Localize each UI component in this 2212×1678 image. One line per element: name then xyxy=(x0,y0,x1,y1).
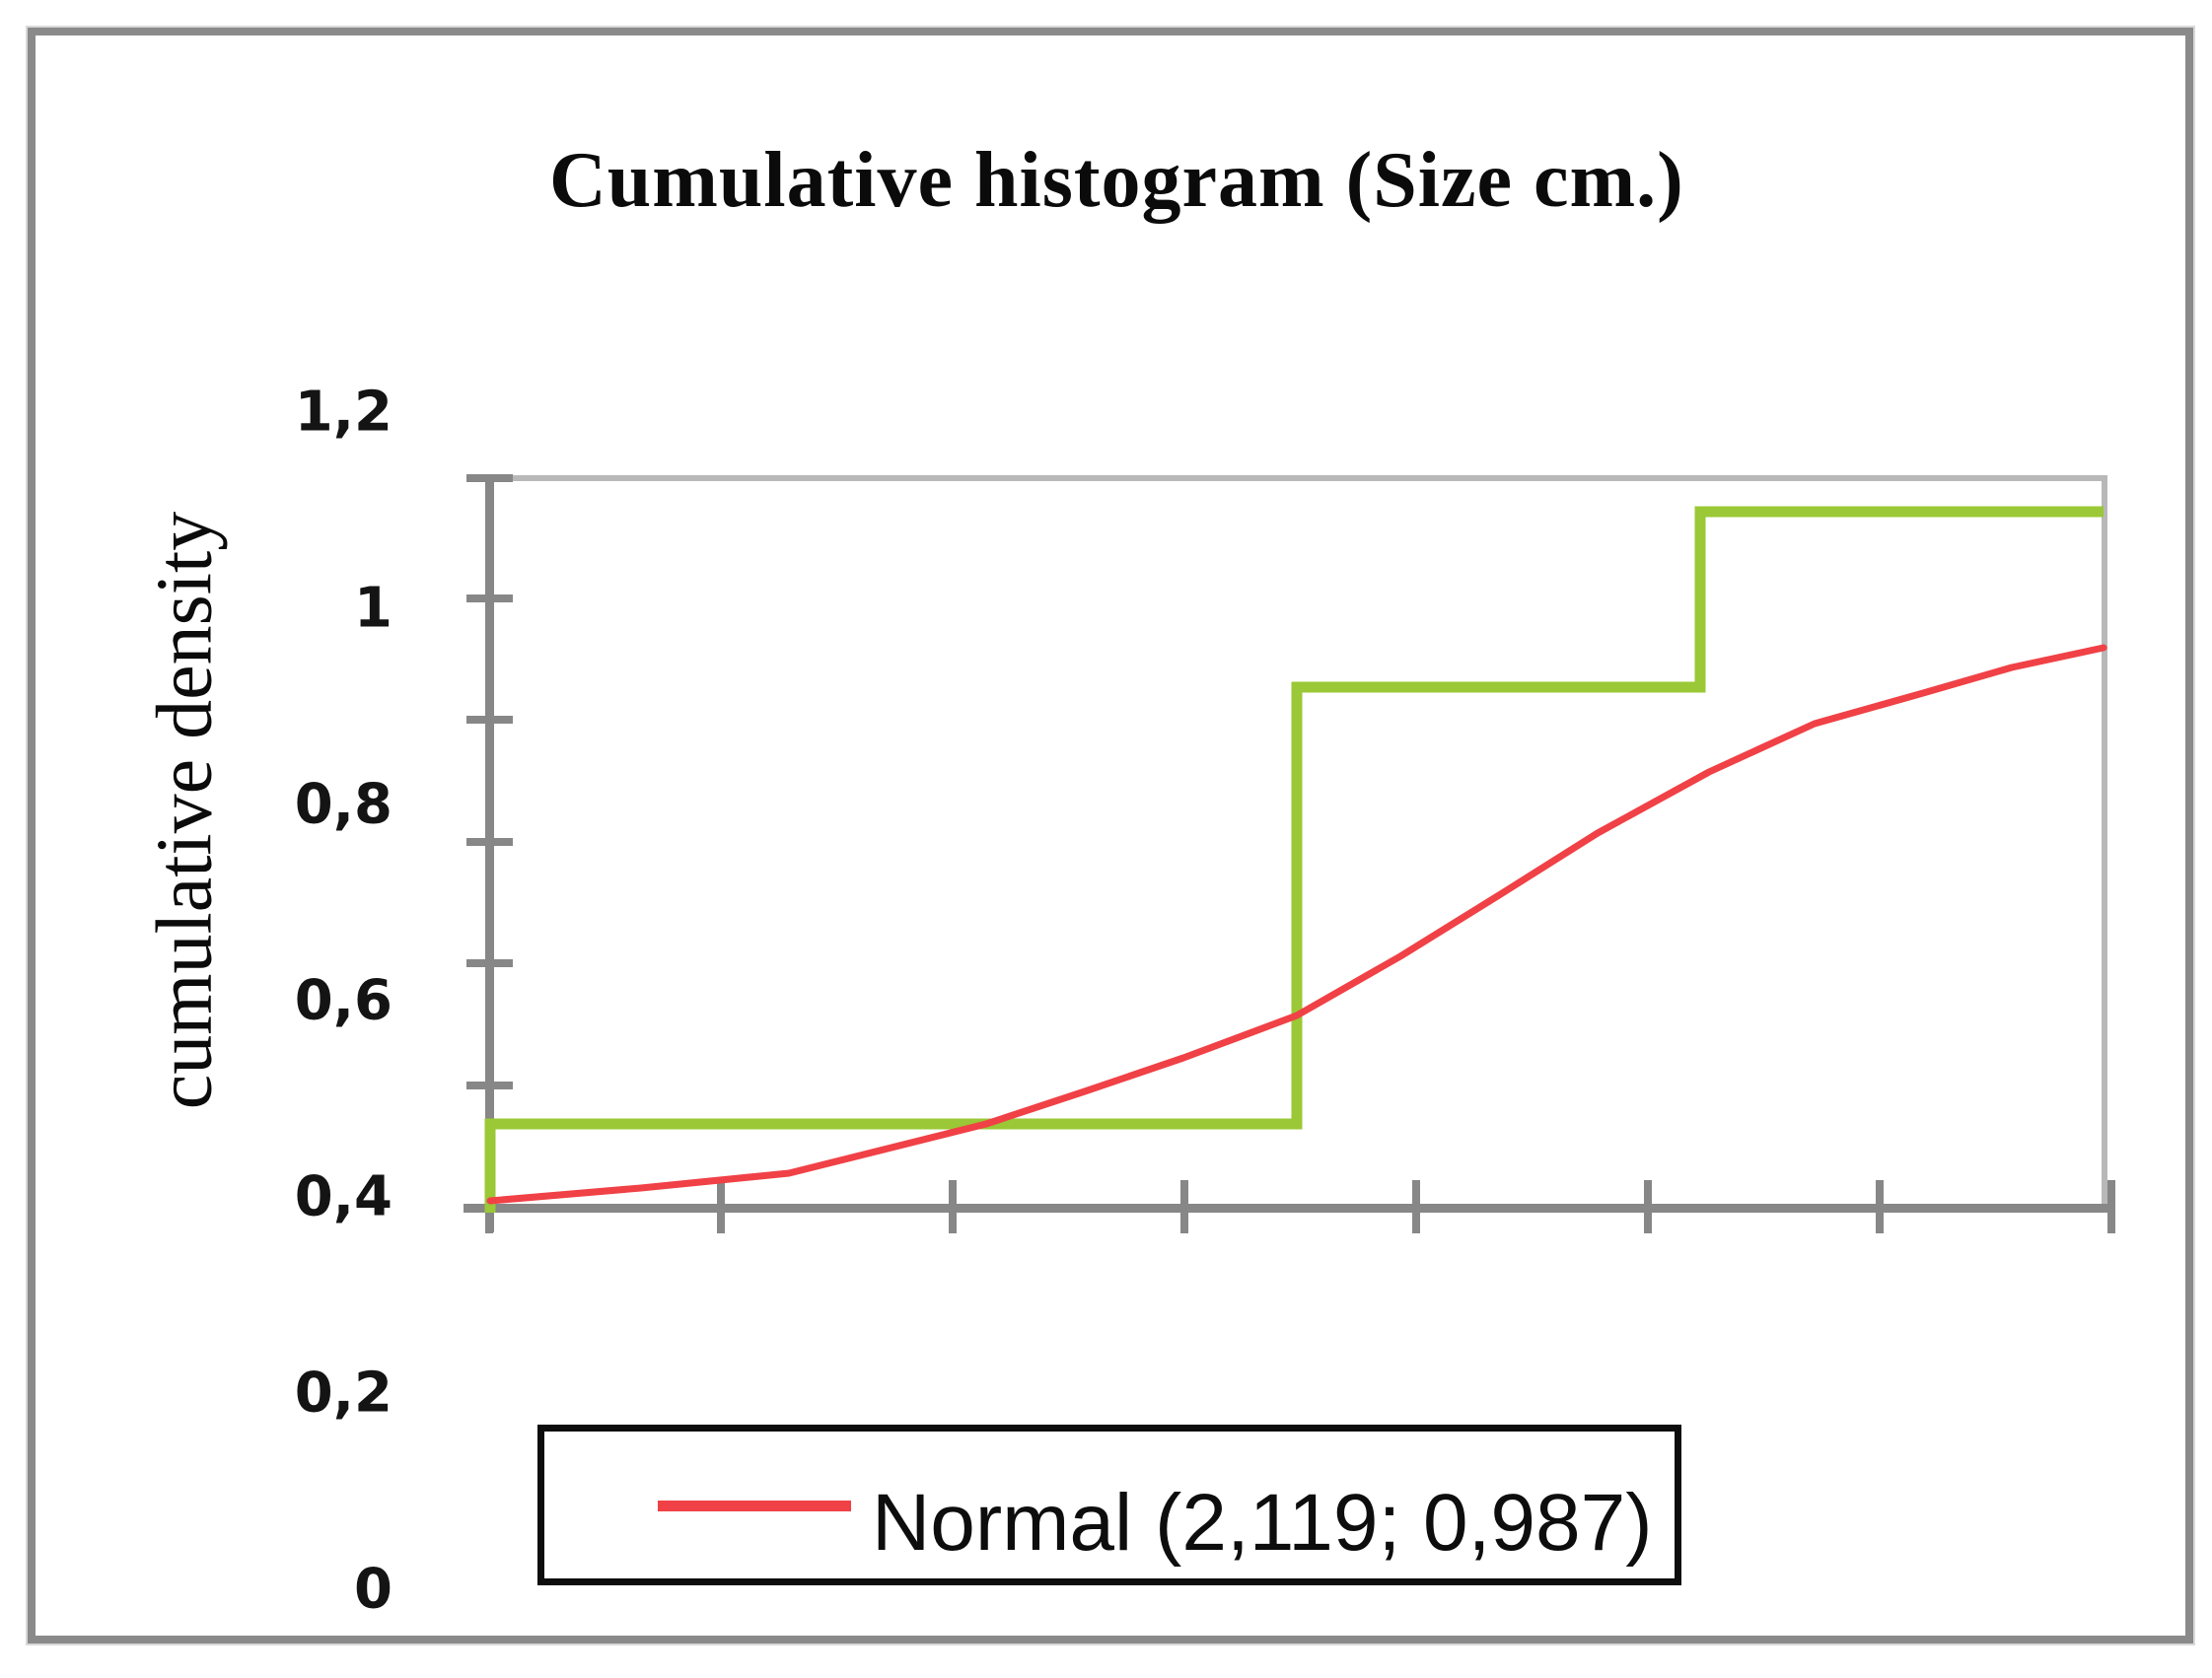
y-tick-label: 0,4 xyxy=(294,1164,392,1229)
legend-label: Normal (2,119; 0,987) xyxy=(872,1478,1653,1568)
x-axis-tick xyxy=(1876,1180,1884,1233)
x-axis-tick xyxy=(2107,1180,2115,1233)
legend-box: Normal (2,119; 0,987) xyxy=(537,1425,1681,1585)
plot-right-border xyxy=(2102,475,2107,1208)
x-axis-tick xyxy=(1644,1180,1652,1233)
y-axis-tick xyxy=(466,838,513,846)
x-axis-tick xyxy=(949,1180,957,1233)
chart-title: Cumulative histogram (Size cm.) xyxy=(549,137,1684,224)
y-tick-label: 0 xyxy=(354,1557,392,1622)
y-axis-tick xyxy=(466,716,513,724)
x-axis-tick xyxy=(1412,1180,1420,1233)
y-axis-tick xyxy=(466,474,513,482)
x-axis-tick xyxy=(717,1180,725,1233)
x-axis-line xyxy=(464,1204,2115,1213)
y-tick-label: 0,2 xyxy=(294,1361,392,1426)
x-axis-tick xyxy=(1180,1180,1188,1233)
y-tick-label: 1 xyxy=(354,576,392,641)
y-tick-label: 1,2 xyxy=(294,380,392,445)
cumulative-histogram-step-line xyxy=(484,506,2104,1213)
y-axis-tick xyxy=(466,594,513,602)
y-axis-tick xyxy=(466,1082,513,1089)
legend-red-line-swatch xyxy=(658,1501,851,1511)
y-tick-label: 0,6 xyxy=(294,968,392,1033)
y-tick-label: 0,8 xyxy=(294,772,392,837)
plot-top-border xyxy=(489,475,2107,481)
normal-cdf-curve-line xyxy=(486,644,2107,1205)
figure-outer-border xyxy=(28,28,2193,1643)
y-axis-tick xyxy=(466,959,513,967)
y-axis-line xyxy=(485,476,494,1232)
